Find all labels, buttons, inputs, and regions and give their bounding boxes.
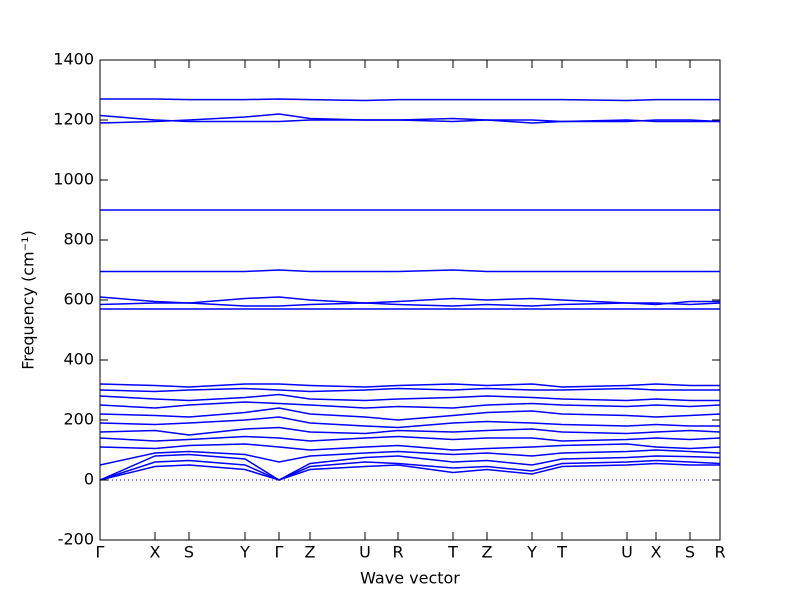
x-tick-label: Y xyxy=(239,543,250,562)
x-tick-label: Z xyxy=(305,543,316,562)
x-tick-label: Y xyxy=(526,543,537,562)
x-tick-label: X xyxy=(150,543,161,562)
band-line xyxy=(99,453,721,481)
band-line xyxy=(99,296,720,306)
y-tick-label: 1000 xyxy=(53,170,94,189)
band-line xyxy=(99,459,721,481)
x-tick-label: Z xyxy=(482,543,493,562)
y-tick-label: -200 xyxy=(58,530,94,549)
band-line xyxy=(99,449,721,466)
band-line xyxy=(99,462,720,481)
band-line xyxy=(99,393,720,402)
y-tick-label: 400 xyxy=(63,350,94,369)
band-line xyxy=(99,401,721,409)
y-tick-label: 0 xyxy=(84,470,94,489)
x-tick-label: R xyxy=(392,543,403,562)
x-tick-label: Γ xyxy=(275,543,284,562)
band-line xyxy=(99,435,721,442)
x-tick-label: S xyxy=(184,543,194,562)
y-tick-label: 800 xyxy=(63,230,94,249)
y-tick-label: 1400 xyxy=(53,50,94,69)
x-tick-label: T xyxy=(447,543,458,562)
band-line xyxy=(99,416,720,429)
x-tick-label: U xyxy=(621,543,633,562)
x-tick-label: R xyxy=(714,543,725,562)
plot-frame xyxy=(99,59,721,541)
y-tick-label: 200 xyxy=(63,410,94,429)
x-tick-label: S xyxy=(685,543,695,562)
x-tick-label: U xyxy=(359,543,371,562)
y-axis-label: Frequency (cm⁻¹) xyxy=(19,230,38,369)
band-line xyxy=(99,407,721,421)
x-tick-label: Γ xyxy=(96,543,105,562)
band-line xyxy=(100,98,720,102)
band-line xyxy=(99,426,721,436)
band-line xyxy=(100,269,720,273)
band-line xyxy=(99,114,721,123)
y-tick-label: 1200 xyxy=(53,110,94,129)
x-tick-label: T xyxy=(556,543,567,562)
x-axis-label: Wave vector xyxy=(360,569,460,588)
band-line xyxy=(99,443,721,451)
band-line xyxy=(99,387,720,393)
x-tick-label: X xyxy=(651,543,662,562)
y-tick-label: 600 xyxy=(63,290,94,309)
band-line xyxy=(99,383,720,388)
